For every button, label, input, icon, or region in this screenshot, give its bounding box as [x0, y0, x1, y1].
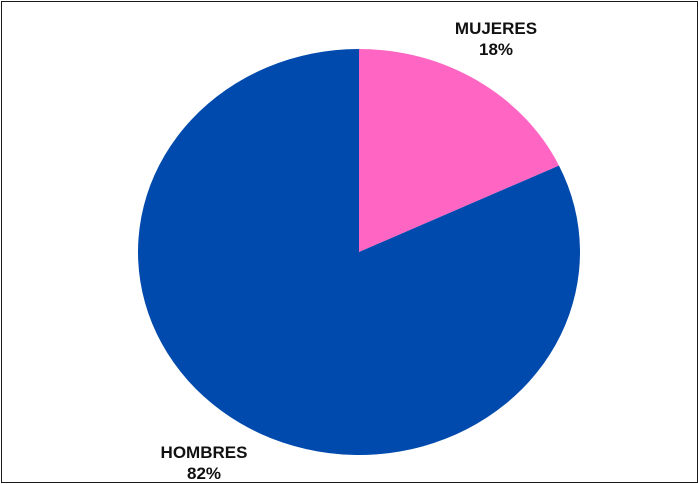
- slice-percent-mujeres: 18%: [478, 40, 514, 59]
- slice-percent-hombres: 82%: [186, 464, 222, 483]
- pie-slice-hombres: [138, 49, 581, 455]
- pie-slice-mujeres: [359, 49, 559, 252]
- slice-label-hombres: HOMBRES 82%: [161, 442, 248, 484]
- slice-name-hombres: HOMBRES: [160, 443, 248, 462]
- slice-label-mujeres: MUJERES 18%: [455, 18, 537, 60]
- slice-name-mujeres: MUJERES: [454, 19, 538, 38]
